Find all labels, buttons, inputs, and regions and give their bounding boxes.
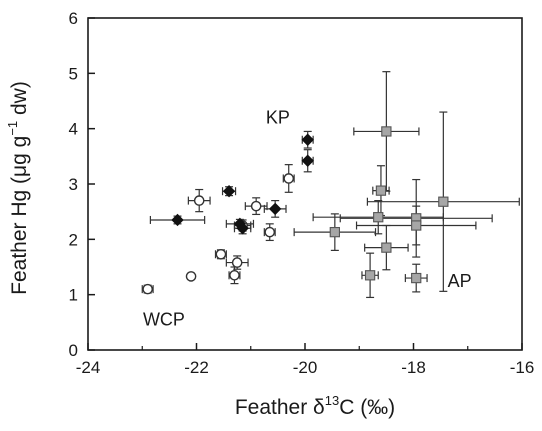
y-axis-title-suffix: dw) <box>8 81 31 121</box>
group-labels: KP WCP AP <box>143 108 472 330</box>
x-axis-title-prefix: Feather δ <box>235 396 325 419</box>
data-markers <box>142 126 449 295</box>
y-axis-title-superscript: −1 <box>5 121 20 136</box>
y-axis-title: Feather Hg (μg g−1 dw) <box>5 81 31 295</box>
data-point-wcp <box>142 283 153 295</box>
data-point-kp <box>236 222 249 235</box>
y-tick-label: 2 <box>69 230 78 249</box>
data-point-ap <box>411 220 422 231</box>
data-point-ap <box>381 126 392 137</box>
data-point-wcp <box>283 173 295 184</box>
x-axis-title-superscript: 13 <box>325 393 339 408</box>
y-tick-label: 3 <box>69 175 78 194</box>
data-point-ap <box>375 185 387 196</box>
data-point-wcp <box>185 271 197 282</box>
tick-labels: -24 -22 -20 -18 -16 0 1 2 3 4 5 6 <box>69 9 535 377</box>
x-tick-label: -20 <box>293 358 318 377</box>
y-tick-label: 4 <box>69 120 78 139</box>
data-point-ap <box>364 270 376 281</box>
group-label-wcp: WCP <box>143 310 185 330</box>
y-tick-label: 5 <box>69 64 78 83</box>
y-tick-label: 0 <box>69 341 78 360</box>
data-point-kp <box>301 133 314 146</box>
data-point-wcp <box>193 195 205 206</box>
x-axis-title: Feather δ13C (‰) <box>235 393 395 419</box>
data-point-ap <box>329 226 340 238</box>
data-point-ap <box>411 272 422 284</box>
data-point-wcp <box>229 269 240 281</box>
data-point-ap <box>373 212 384 223</box>
group-label-kp: KP <box>266 108 290 128</box>
data-point-ap <box>381 242 392 253</box>
data-point-kp <box>171 213 184 227</box>
x-tick-label: -22 <box>184 358 209 377</box>
data-point-wcp <box>250 200 262 212</box>
data-point-kp <box>301 154 314 167</box>
data-point-wcp <box>231 257 243 268</box>
data-point-wcp <box>264 226 276 238</box>
x-tick-label: -24 <box>76 358 101 377</box>
x-tick-label: -18 <box>401 358 426 377</box>
y-tick-label: 1 <box>69 286 78 305</box>
group-label-ap: AP <box>448 271 472 291</box>
x-tick-label: -16 <box>510 358 535 377</box>
x-axis-title-suffix: C (‰) <box>339 396 395 419</box>
data-point-ap <box>438 196 449 207</box>
axis-ticks <box>87 17 523 351</box>
error-bars <box>141 71 520 299</box>
data-point-kp <box>222 184 236 198</box>
data-point-wcp <box>215 248 227 260</box>
plot-frame <box>87 17 523 351</box>
y-tick-label: 6 <box>69 9 78 28</box>
data-point-kp <box>268 202 282 216</box>
y-axis-title-prefix: Feather Hg (μg g <box>8 136 31 295</box>
